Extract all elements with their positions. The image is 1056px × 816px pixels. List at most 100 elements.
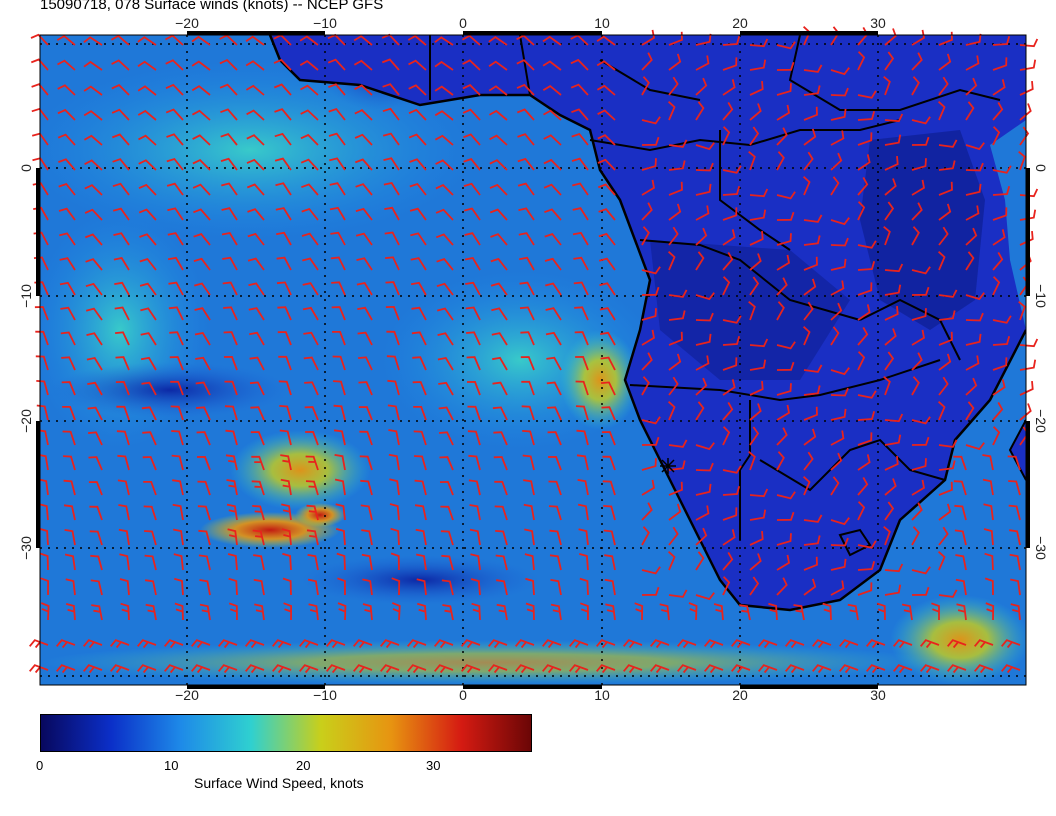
wind-barb <box>303 356 319 371</box>
wind-barb <box>983 503 994 521</box>
wind-barb <box>641 329 656 346</box>
top-lon-label: −20 <box>175 15 199 31</box>
wind-barb <box>416 578 427 596</box>
wind-barb <box>722 529 736 546</box>
wind-barb <box>438 406 454 421</box>
wind-barb <box>722 507 738 521</box>
wind-barb <box>253 554 265 571</box>
wind-barb <box>602 455 616 471</box>
wind-barb <box>937 401 946 421</box>
wind-barb <box>600 381 616 396</box>
wind-barb <box>641 29 656 46</box>
wind-barb <box>974 639 994 649</box>
wind-barb <box>659 603 670 621</box>
wind-barb <box>857 390 877 399</box>
wind-barb <box>884 306 899 321</box>
wind-barb <box>579 577 589 596</box>
wind-barb <box>938 503 952 521</box>
wind-barb <box>641 158 657 171</box>
bottom-lon-label: 10 <box>594 687 610 700</box>
wind-barb <box>605 603 616 621</box>
frame-tick-bars <box>36 31 1030 689</box>
wind-barb <box>362 603 373 621</box>
wind-barb <box>85 282 103 296</box>
wind-barb <box>114 306 130 321</box>
wind-barb <box>191 60 211 71</box>
wind-barb <box>142 456 157 471</box>
wind-barb <box>469 528 481 546</box>
wind-barb <box>776 511 795 521</box>
wind-barb <box>549 529 562 546</box>
wind-barb <box>408 108 427 121</box>
colorbar-tick-label: 0 <box>36 758 44 773</box>
wind-barb <box>992 251 1004 271</box>
wind-barb <box>274 108 292 121</box>
wind-barb <box>193 257 211 271</box>
wind-barb <box>938 439 958 448</box>
wind-barb <box>282 552 292 571</box>
wind-barb <box>749 359 767 371</box>
wind-barb <box>722 57 738 71</box>
wind-barb <box>116 430 130 446</box>
wind-barb <box>955 554 967 571</box>
wind-barb <box>641 76 650 96</box>
wind-barb <box>380 639 400 649</box>
wind-barb <box>356 257 373 271</box>
wind-barb <box>62 430 76 446</box>
wind-barb <box>542 35 562 46</box>
wind-barb <box>920 664 940 674</box>
wind-barb <box>84 184 103 196</box>
wind-barb <box>596 60 616 71</box>
wind-barb <box>668 376 679 396</box>
wind-barb <box>992 276 1001 296</box>
wind-barb <box>417 602 427 621</box>
wind-barb <box>992 126 1001 146</box>
wind-barb <box>494 505 508 521</box>
wind-barb <box>965 183 982 196</box>
right-lat-label: 0 <box>1033 164 1049 172</box>
wind-barb <box>198 554 211 571</box>
wind-barb <box>911 286 930 296</box>
wind-barb <box>85 307 103 321</box>
wind-barb <box>490 233 508 246</box>
wind-barb <box>695 551 705 571</box>
wind-barb <box>830 408 847 421</box>
wind-barb <box>138 208 157 221</box>
wind-barb <box>601 406 616 421</box>
wind-barb <box>1010 603 1021 621</box>
wind-barb <box>803 64 823 73</box>
wind-barb <box>471 602 481 621</box>
wind-barb <box>830 130 845 146</box>
wind-barb <box>330 231 346 246</box>
wind-barb <box>695 33 712 46</box>
wind-barb <box>1019 38 1039 48</box>
wind-barb <box>785 639 805 649</box>
wind-barb <box>220 108 238 121</box>
wind-barb <box>722 79 736 96</box>
wind-barb <box>776 151 785 171</box>
wind-barb <box>143 481 157 496</box>
wind-barb <box>596 35 616 46</box>
wind-barb <box>776 491 796 500</box>
wind-barb <box>857 454 871 471</box>
wind-barb <box>221 182 238 196</box>
wind-barb <box>275 182 292 196</box>
wind-barb <box>305 455 319 471</box>
wind-barb <box>802 326 811 346</box>
wind-barb <box>911 76 920 96</box>
wind-barb <box>749 426 760 446</box>
right-lat-label: −20 <box>1033 409 1049 433</box>
wind-barb <box>911 352 923 371</box>
wind-barb <box>111 59 130 71</box>
wind-barb <box>59 281 76 296</box>
wind-barb <box>252 529 265 546</box>
wind-barb <box>641 458 657 471</box>
wind-barb <box>695 205 710 221</box>
wind-barb <box>30 33 49 46</box>
wind-barb <box>938 53 952 71</box>
wind-barb <box>248 307 265 321</box>
wind-barb <box>144 554 157 571</box>
wind-barb <box>384 231 400 246</box>
wind-barb <box>776 427 788 446</box>
wind-barb <box>83 664 103 674</box>
